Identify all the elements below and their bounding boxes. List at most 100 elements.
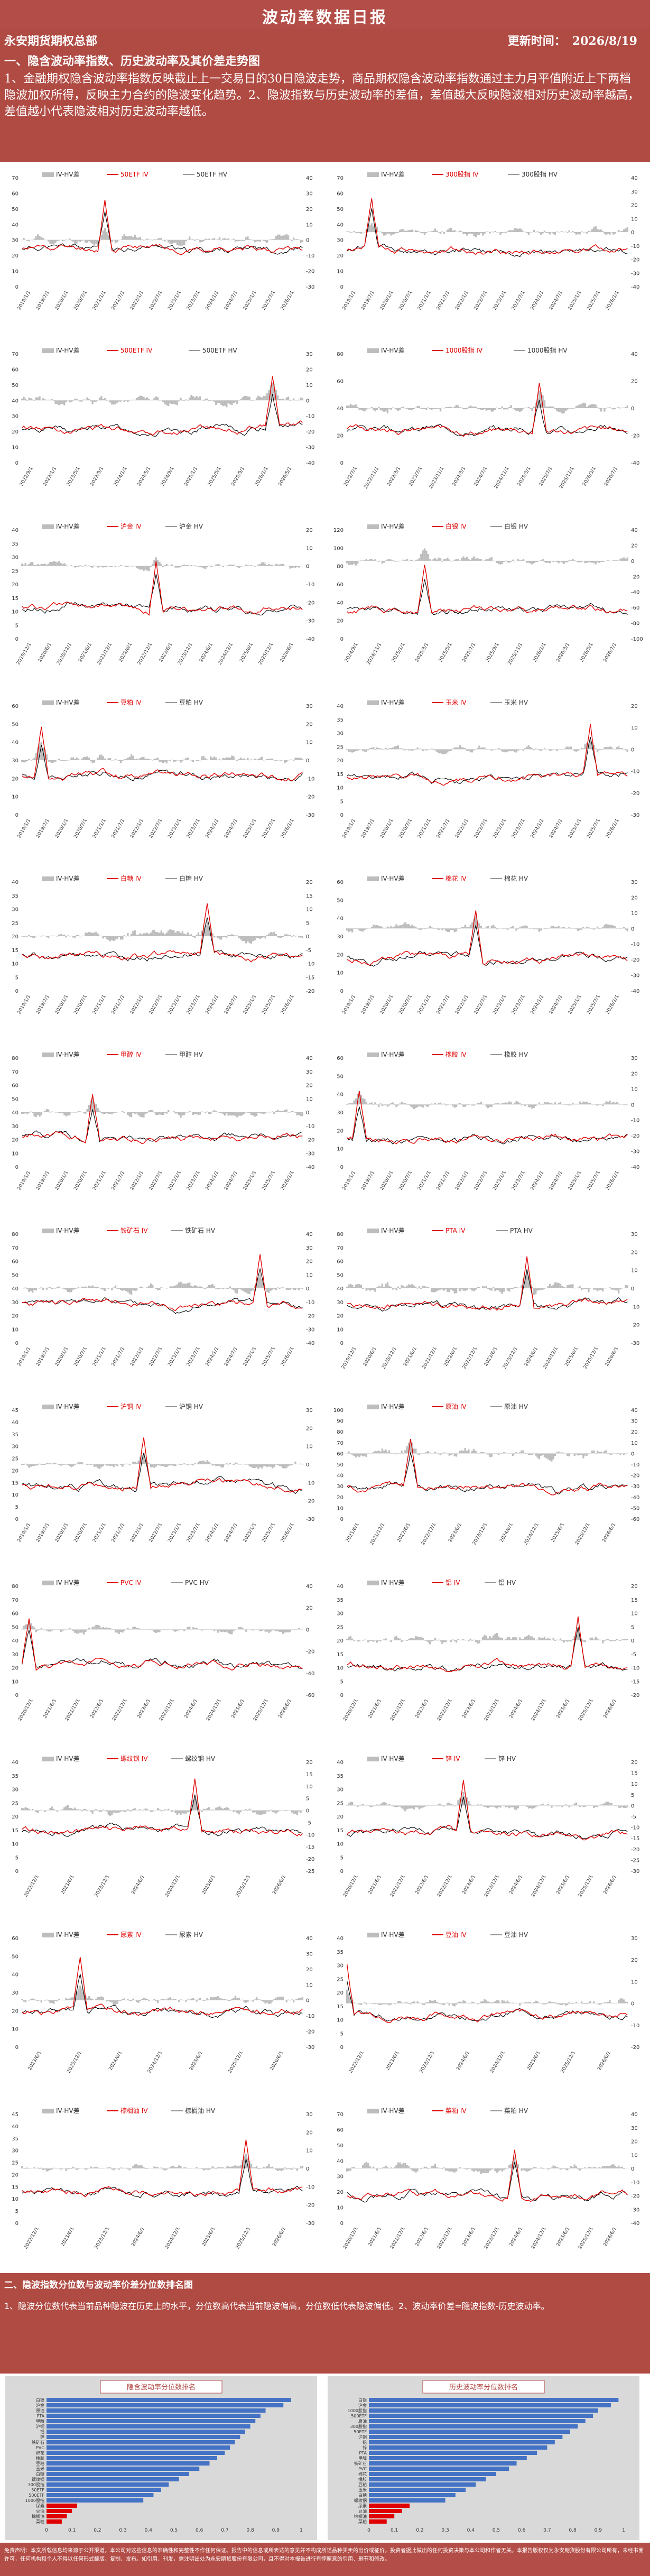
spread-bar	[123, 1112, 125, 1113]
spread-bar	[385, 927, 387, 929]
spread-bar	[208, 1807, 210, 1811]
spread-bar	[109, 1112, 112, 1114]
spread-bar	[480, 2168, 482, 2174]
spread-bar	[390, 559, 392, 561]
x-tick-label: 2024/1/1	[113, 466, 128, 487]
spread-bar	[374, 1451, 376, 1454]
percentile-bar	[369, 2456, 527, 2460]
x-tick-label: 2022/12/1	[437, 1875, 453, 1898]
spread-bar	[623, 1999, 625, 2003]
x-tick-label: 2024/1/1	[530, 994, 545, 1015]
spread-bar	[515, 228, 517, 232]
x-tick-label: 2024/12/1	[531, 1698, 547, 1722]
spread-bar	[390, 2167, 392, 2168]
spread-bar	[106, 936, 108, 939]
spread-bar	[53, 560, 55, 566]
left-tick-label: 15	[337, 772, 343, 778]
spread-bar	[153, 1809, 155, 1811]
spread-bar	[385, 1284, 387, 1288]
x-tick-label: 2019/1/1	[342, 994, 357, 1015]
spread-bar	[558, 749, 560, 750]
spread-bar	[469, 925, 471, 929]
spread-bar	[385, 2003, 387, 2005]
spread-bar	[476, 408, 479, 409]
spread-bar	[82, 1991, 85, 2000]
percentile-bar	[47, 2519, 62, 2524]
x-tick-label: 2026/1/1	[605, 290, 620, 311]
spread-bar	[466, 2003, 468, 2004]
spread-bar	[572, 231, 574, 232]
spread-bar	[561, 1104, 563, 1105]
spread-bar	[159, 400, 161, 401]
spread-bar	[199, 935, 201, 936]
spread-bar	[601, 1104, 604, 1106]
spread-bar	[394, 2003, 396, 2005]
spread-bar	[498, 2168, 500, 2172]
spread-bar	[577, 405, 579, 408]
spread-bar	[301, 239, 303, 242]
x-tick-label: 2023/7/1	[186, 1346, 201, 1368]
section2-title: 二、隐波指数分位数与波动率价差分位数排名图	[4, 2280, 193, 2291]
spread-bar	[582, 402, 584, 408]
spread-bar	[348, 928, 350, 932]
spread-bar	[289, 1464, 291, 1466]
spread-bar	[593, 2167, 595, 2168]
spread-bar	[139, 236, 141, 240]
spread-bar	[478, 1453, 480, 1454]
spread-bar	[236, 1112, 238, 1118]
spread-bar	[443, 749, 445, 754]
spread-bar	[239, 239, 242, 241]
spread-bar	[459, 1103, 461, 1105]
spread-bar	[95, 2166, 97, 2168]
spread-bar	[468, 1801, 470, 1806]
spread-bar	[436, 1288, 438, 1291]
spread-bar	[118, 936, 120, 937]
spread-bar	[218, 237, 221, 240]
spread-bar	[348, 2168, 350, 2172]
spread-bar	[623, 2168, 625, 2169]
spread-bar	[144, 1629, 146, 1630]
spread-bar	[51, 2168, 53, 2170]
spread-bar	[49, 1287, 51, 1288]
x-tick-label: 2024/1/1	[205, 1346, 220, 1368]
spread-bar	[113, 1810, 115, 1813]
spread-bar	[48, 1287, 50, 1288]
left-tick-label: 50	[12, 207, 18, 213]
spread-bar	[468, 1104, 470, 1105]
spread-bar	[243, 1629, 245, 1630]
spread-bar	[621, 1104, 623, 1105]
spread-bar	[210, 1112, 212, 1114]
spread-bar	[213, 1997, 216, 2000]
spread-bar	[609, 1100, 611, 1105]
spread-bar	[282, 760, 284, 761]
spread-bar	[56, 2168, 59, 2169]
spread-bar	[530, 928, 532, 929]
spread-bar	[227, 2166, 229, 2168]
spread-bar	[183, 565, 185, 566]
spread-bar	[67, 760, 69, 761]
right-tick-label: 10	[306, 383, 313, 389]
x-tick-label: 1	[300, 2528, 303, 2533]
spread-bar	[270, 1629, 272, 1632]
left-tick-label: 0	[340, 1517, 343, 1522]
spread-bar	[113, 1464, 115, 1467]
spread-bar	[60, 1809, 62, 1811]
spread-bar	[612, 560, 615, 561]
spread-bar	[617, 1103, 620, 1105]
spread-bar	[452, 1804, 454, 1806]
spread-bar	[526, 1104, 528, 1105]
percentile-bar	[369, 2509, 402, 2513]
spread-bar	[591, 2003, 593, 2004]
right-tick-label: 10	[631, 725, 638, 731]
spread-bar	[364, 560, 366, 561]
spread-bar	[561, 927, 563, 929]
spread-bar	[586, 1288, 588, 1289]
spread-bar	[510, 1639, 512, 1640]
spread-bar	[503, 749, 505, 752]
spread-bar	[563, 2168, 565, 2169]
spread-bar	[605, 747, 607, 750]
spread-bar	[404, 1103, 406, 1105]
spread-bar	[626, 2168, 628, 2169]
x-tick-label: 2025/3/1	[517, 466, 532, 487]
spread-bar	[614, 560, 616, 561]
